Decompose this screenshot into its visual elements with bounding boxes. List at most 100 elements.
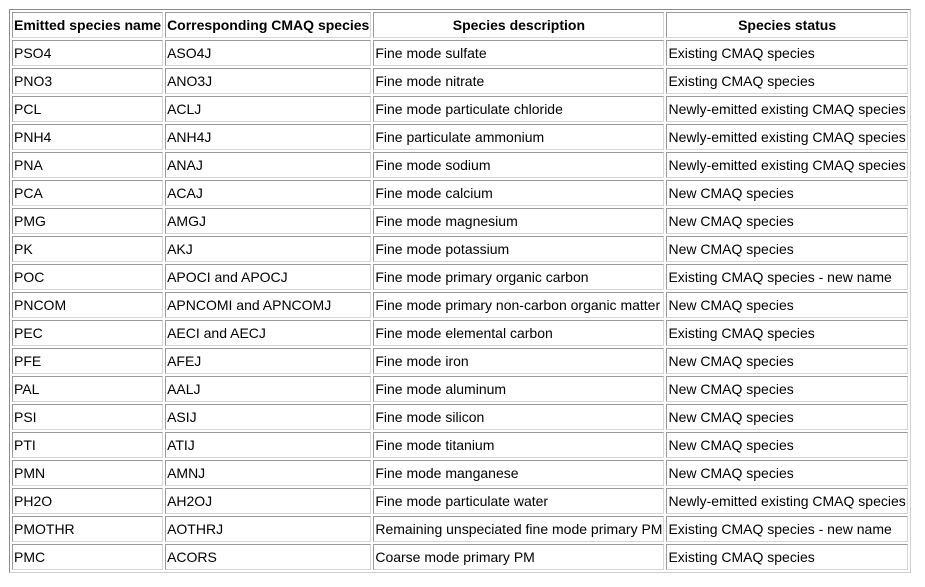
cell-emitted-species: PCA bbox=[12, 180, 164, 206]
cell-description: Fine mode primary organic carbon bbox=[373, 264, 665, 290]
cell-description: Fine mode sulfate bbox=[373, 40, 665, 66]
table-row: PNCOM APNCOMI and APNCOMJ Fine mode primar… bbox=[12, 292, 908, 318]
cell-status: Existing CMAQ species bbox=[666, 544, 908, 570]
cell-status: New CMAQ species bbox=[666, 292, 908, 318]
cell-emitted-species: PNO3 bbox=[12, 68, 164, 94]
cell-emitted-species: PMG bbox=[12, 208, 164, 234]
cell-description: Fine mode calcium bbox=[373, 180, 665, 206]
cell-emitted-species: PMOTHR bbox=[12, 516, 164, 542]
table-row: PCL ACLJ Fine mode particulate chloride New… bbox=[12, 96, 908, 122]
cell-cmaq-species: ASIJ bbox=[165, 404, 372, 430]
table-row: PCA ACAJ Fine mode calcium New CMAQ species bbox=[12, 180, 908, 206]
table-row: PMOTHR AOTHRJ Remaining unspeciated fine m… bbox=[12, 516, 908, 542]
cell-description: Coarse mode primary PM bbox=[373, 544, 665, 570]
cell-emitted-species: PSI bbox=[12, 404, 164, 430]
cell-description: Fine mode particulate chloride bbox=[373, 96, 665, 122]
cell-status: Newly-emitted existing CMAQ species bbox=[666, 152, 908, 178]
cell-emitted-species: PK bbox=[12, 236, 164, 262]
cell-status: Newly-emitted existing CMAQ species bbox=[666, 488, 908, 514]
cell-status: New CMAQ species bbox=[666, 236, 908, 262]
table-row: PEC AECI and AECJ Fine mode elemental carb… bbox=[12, 320, 908, 346]
table-row: PFE AFEJ Fine mode iron New CMAQ species bbox=[12, 348, 908, 374]
cell-status: Newly-emitted existing CMAQ species bbox=[666, 124, 908, 150]
cell-emitted-species: PMN bbox=[12, 460, 164, 486]
cell-emitted-species: PMC bbox=[12, 544, 164, 570]
cell-cmaq-species: APOCI and APOCJ bbox=[165, 264, 372, 290]
cell-cmaq-species: AMNJ bbox=[165, 460, 372, 486]
cell-description: Fine particulate ammonium bbox=[373, 124, 665, 150]
table-row: PK AKJ Fine mode potassium New CMAQ species bbox=[12, 236, 908, 262]
table-row: PNA ANAJ Fine mode sodium Newly-emitted exi… bbox=[12, 152, 908, 178]
table-row: PTI ATIJ Fine mode titanium New CMAQ specie… bbox=[12, 432, 908, 458]
cell-description: Fine mode elemental carbon bbox=[373, 320, 665, 346]
cell-status: Existing CMAQ species - new name bbox=[666, 516, 908, 542]
cell-emitted-species: POC bbox=[12, 264, 164, 290]
cell-cmaq-species: AH2OJ bbox=[165, 488, 372, 514]
table-row: PNH4 ANH4J Fine particulate ammonium Newly-… bbox=[12, 124, 908, 150]
cell-cmaq-species: AMGJ bbox=[165, 208, 372, 234]
cell-cmaq-species: ACLJ bbox=[165, 96, 372, 122]
header-species-description: Species description bbox=[373, 12, 665, 38]
species-table: Emitted species name Corresponding CMAQ … bbox=[9, 9, 911, 573]
cell-cmaq-species: AOTHRJ bbox=[165, 516, 372, 542]
cell-cmaq-species: APNCOMI and APNCOMJ bbox=[165, 292, 372, 318]
cell-status: Newly-emitted existing CMAQ species bbox=[666, 96, 908, 122]
header-emitted-species-name: Emitted species name bbox=[12, 12, 164, 38]
cell-emitted-species: PH2O bbox=[12, 488, 164, 514]
cell-description: Fine mode magnesium bbox=[373, 208, 665, 234]
cell-emitted-species: PFE bbox=[12, 348, 164, 374]
cell-status: Existing CMAQ species bbox=[666, 40, 908, 66]
cell-status: New CMAQ species bbox=[666, 460, 908, 486]
cell-description: Fine mode potassium bbox=[373, 236, 665, 262]
cell-status: Existing CMAQ species bbox=[666, 68, 908, 94]
table-row: PSO4 ASO4J Fine mode sulfate Existing CMAQ … bbox=[12, 40, 908, 66]
cell-cmaq-species: ANAJ bbox=[165, 152, 372, 178]
cell-cmaq-species: AFEJ bbox=[165, 348, 372, 374]
cell-cmaq-species: AECI and AECJ bbox=[165, 320, 372, 346]
cell-emitted-species: PNA bbox=[12, 152, 164, 178]
cell-cmaq-species: AKJ bbox=[165, 236, 372, 262]
header-corresponding-cmaq-species: Corresponding CMAQ species bbox=[165, 12, 372, 38]
table-body: PSO4 ASO4J Fine mode sulfate Existing CMAQ … bbox=[12, 40, 908, 570]
cell-status: New CMAQ species bbox=[666, 208, 908, 234]
header-row: Emitted species name Corresponding CMAQ … bbox=[12, 12, 908, 38]
cell-status: New CMAQ species bbox=[666, 432, 908, 458]
table-container: Emitted species name Corresponding CMAQ … bbox=[9, 9, 911, 573]
cell-cmaq-species: ANO3J bbox=[165, 68, 372, 94]
cell-emitted-species: PNH4 bbox=[12, 124, 164, 150]
cell-description: Fine mode iron bbox=[373, 348, 665, 374]
table-row: PSI ASIJ Fine mode silicon New CMAQ species bbox=[12, 404, 908, 430]
table-row: PH2O AH2OJ Fine mode particulate water Newl… bbox=[12, 488, 908, 514]
cell-status: New CMAQ species bbox=[666, 348, 908, 374]
cell-cmaq-species: ATIJ bbox=[165, 432, 372, 458]
cell-emitted-species: PSO4 bbox=[12, 40, 164, 66]
cell-emitted-species: PAL bbox=[12, 376, 164, 402]
cell-status: Existing CMAQ species bbox=[666, 320, 908, 346]
cell-description: Fine mode silicon bbox=[373, 404, 665, 430]
table-row: PNO3 ANO3J Fine mode nitrate Existing CMAQ … bbox=[12, 68, 908, 94]
cell-emitted-species: PCL bbox=[12, 96, 164, 122]
cell-status: New CMAQ species bbox=[666, 404, 908, 430]
table-row: PMG AMGJ Fine mode magnesium New CMAQ speci… bbox=[12, 208, 908, 234]
cell-cmaq-species: AALJ bbox=[165, 376, 372, 402]
cell-cmaq-species: ACORS bbox=[165, 544, 372, 570]
header-species-status: Species status bbox=[666, 12, 908, 38]
table-row: PMN AMNJ Fine mode manganese New CMAQ speci… bbox=[12, 460, 908, 486]
cell-description: Fine mode aluminum bbox=[373, 376, 665, 402]
cell-cmaq-species: ASO4J bbox=[165, 40, 372, 66]
cell-description: Fine mode particulate water bbox=[373, 488, 665, 514]
cell-description: Fine mode primary non-carbon organic mat… bbox=[373, 292, 665, 318]
cell-description: Remaining unspeciated fine mode primary … bbox=[373, 516, 665, 542]
table-header: Emitted species name Corresponding CMAQ … bbox=[12, 12, 908, 38]
cell-description: Fine mode nitrate bbox=[373, 68, 665, 94]
table-row: POC APOCI and APOCJ Fine mode primary orga… bbox=[12, 264, 908, 290]
cell-status: Existing CMAQ species - new name bbox=[666, 264, 908, 290]
cell-description: Fine mode sodium bbox=[373, 152, 665, 178]
cell-description: Fine mode manganese bbox=[373, 460, 665, 486]
cell-status: New CMAQ species bbox=[666, 376, 908, 402]
cell-emitted-species: PEC bbox=[12, 320, 164, 346]
cell-status: New CMAQ species bbox=[666, 180, 908, 206]
cell-description: Fine mode titanium bbox=[373, 432, 665, 458]
cell-cmaq-species: ACAJ bbox=[165, 180, 372, 206]
table-row: PAL AALJ Fine mode aluminum New CMAQ specie… bbox=[12, 376, 908, 402]
